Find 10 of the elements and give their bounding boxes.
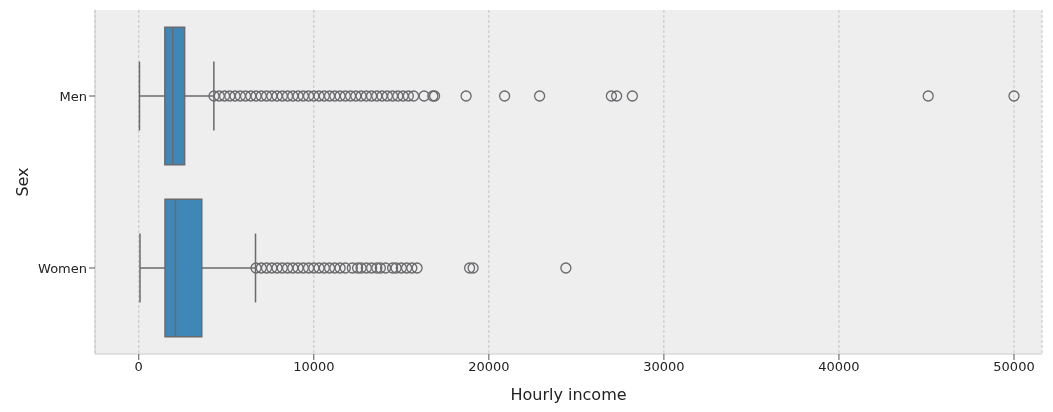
x-axis-title: Hourly income (510, 385, 627, 404)
x-tick-label: 30000 (643, 359, 685, 375)
x-tick-label: 20000 (468, 359, 510, 375)
y-tick-label: Men (59, 88, 87, 104)
y-axis-title: Sex (12, 167, 32, 197)
x-tick-label: 0 (134, 359, 143, 375)
x-tick-label: 10000 (293, 359, 335, 375)
x-tick-label: 50000 (993, 359, 1035, 375)
x-tick-label: 40000 (818, 359, 860, 375)
y-tick-label: Women (38, 260, 87, 276)
